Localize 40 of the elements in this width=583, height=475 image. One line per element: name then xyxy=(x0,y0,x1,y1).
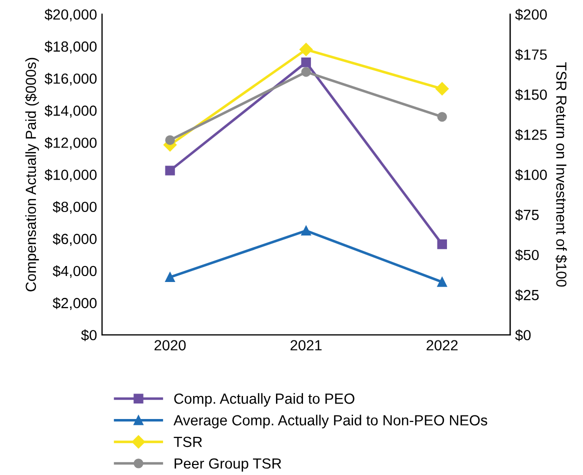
y-tick-label: $0 xyxy=(81,329,97,342)
y-tick-label: $14,000 xyxy=(44,104,97,118)
y2-tick-label: $175 xyxy=(515,48,547,61)
point xyxy=(165,166,175,176)
y2-tick-label: $200 xyxy=(515,8,547,21)
point xyxy=(301,67,311,77)
y-tick-label: $16,000 xyxy=(44,72,97,86)
point xyxy=(165,272,175,282)
y2-tick-label: $25 xyxy=(515,289,539,302)
y2-tick-label: $100 xyxy=(515,169,547,181)
y-axis-title: Compensation Actually Paid ($000s) xyxy=(25,58,39,292)
point xyxy=(437,112,447,122)
x-tick-label: 2022 xyxy=(426,340,458,350)
point xyxy=(301,226,311,236)
y-tick-label: $2,000 xyxy=(52,297,97,310)
y-tick-label: $20,000 xyxy=(44,8,97,22)
legend-label: Peer Group TSR xyxy=(174,458,282,472)
point xyxy=(437,277,447,287)
x-tick-label: 2021 xyxy=(290,340,322,350)
legend-label: Average Comp. Actually Paid to Non-PEO NEOs xyxy=(174,414,488,428)
y2-tick-label: $50 xyxy=(515,249,539,262)
y-tick-label: $10,000 xyxy=(44,169,97,182)
y-tick-label: $12,000 xyxy=(44,136,97,150)
legend-label: TSR xyxy=(174,436,202,448)
y2-tick-label: $125 xyxy=(515,128,547,141)
y2-tick-label: $0 xyxy=(515,329,531,342)
y2-tick-label: $150 xyxy=(515,88,547,101)
point xyxy=(165,135,175,145)
point xyxy=(299,42,313,56)
y-tick-label: $6,000 xyxy=(52,233,97,246)
legend-label: Comp. Actually Paid to PEO xyxy=(174,393,354,407)
y-tick-label: $8,000 xyxy=(52,201,97,214)
y-tick-label: $18,000 xyxy=(44,40,97,54)
y2-axis-title: TSR Return on Investment of $100 xyxy=(555,62,568,287)
point xyxy=(436,82,449,96)
x-tick-label: 2020 xyxy=(154,340,186,350)
y-tick-label: $4,000 xyxy=(52,265,97,278)
point xyxy=(437,239,447,250)
point xyxy=(301,57,311,68)
y2-tick-label: $75 xyxy=(515,209,539,221)
